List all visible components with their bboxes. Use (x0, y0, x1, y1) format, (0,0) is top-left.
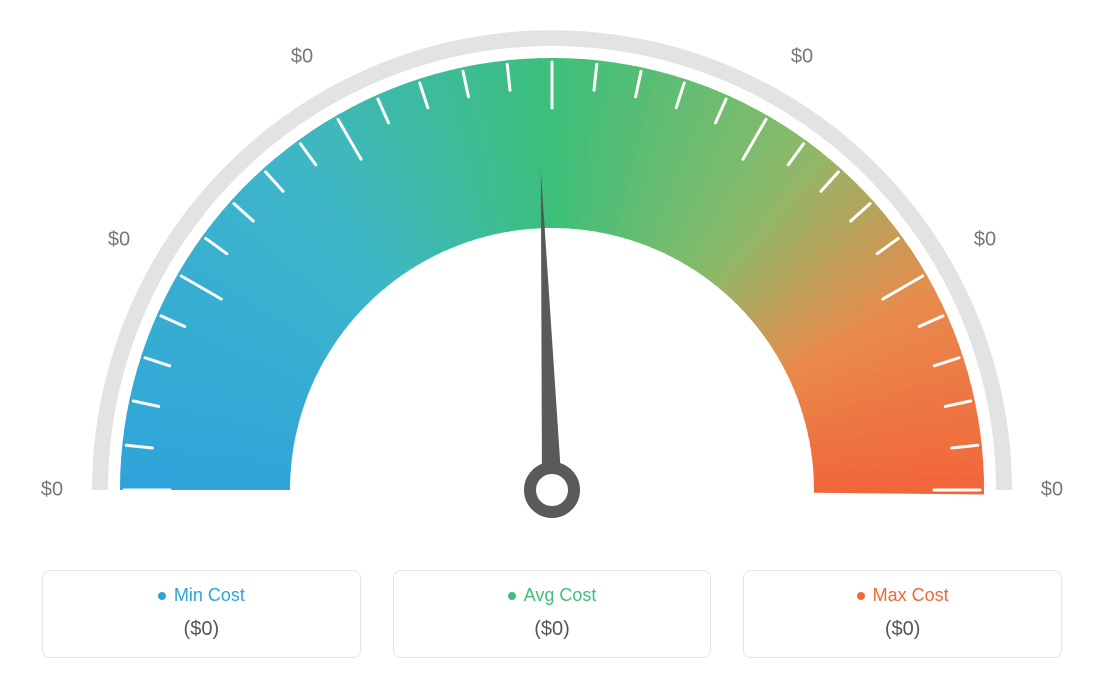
legend-value-max: ($0) (754, 618, 1051, 641)
legend-card-min: Min Cost ($0) (42, 570, 361, 658)
legend-card-avg: Avg Cost ($0) (393, 570, 712, 658)
gauge-chart: $0 $0 $0 $0 $0 $0 $0 (0, 0, 1104, 560)
gauge-scale-label: $0 (108, 229, 130, 252)
legend-dot-max (857, 592, 865, 600)
gauge-scale-label: $0 (41, 479, 63, 502)
legend-dot-min (158, 592, 166, 600)
legend-value-min: ($0) (53, 618, 350, 641)
legend-label-max: Max Cost (873, 585, 949, 606)
legend-dot-avg (508, 592, 516, 600)
gauge-scale-label: $0 (791, 45, 813, 68)
legend-label-min: Min Cost (174, 585, 245, 606)
legend-value-avg: ($0) (404, 618, 701, 641)
gauge-scale-label: $0 (541, 0, 563, 2)
legend-title-avg: Avg Cost (508, 585, 597, 606)
legend-row: Min Cost ($0) Avg Cost ($0) Max Cost ($0… (42, 570, 1062, 658)
legend-card-max: Max Cost ($0) (743, 570, 1062, 658)
legend-label-avg: Avg Cost (524, 585, 597, 606)
gauge-scale-label: $0 (1041, 479, 1063, 502)
legend-title-min: Min Cost (158, 585, 245, 606)
gauge-scale-label: $0 (974, 229, 996, 252)
gauge-scale-label: $0 (291, 45, 313, 68)
legend-title-max: Max Cost (857, 585, 949, 606)
gauge-svg (0, 0, 1104, 560)
